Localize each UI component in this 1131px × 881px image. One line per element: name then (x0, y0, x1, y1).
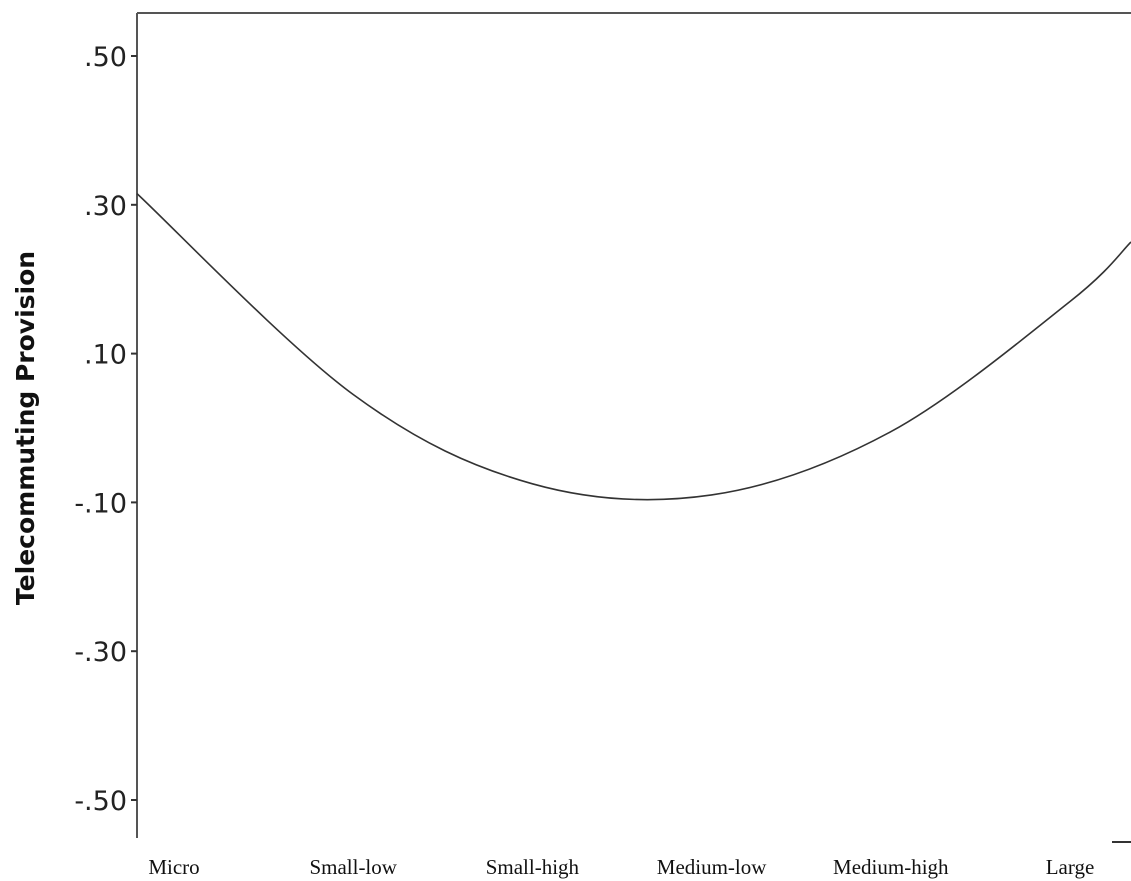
y-tick-label: -.50 (74, 786, 127, 817)
y-tick-label: -.30 (74, 637, 127, 668)
x-tick-label: Large (1046, 855, 1095, 879)
y-tick-label: -.10 (74, 488, 127, 519)
y-axis-label: Telecommuting Provision (11, 251, 40, 605)
y-tick-label: .30 (84, 191, 127, 222)
x-tick-label: Small-high (486, 855, 580, 879)
x-tick-label: Medium-high (833, 855, 949, 879)
plot-area (136, 12, 1131, 843)
x-axis-labels: Micro Small-low Small-high Medium-low Medium… (148, 855, 1094, 879)
series-line (136, 193, 1131, 501)
x-tick-label: Micro (148, 855, 199, 879)
y-axis-ticks: .50 .30 .10 -.10 -.30 -.50 (74, 42, 137, 817)
y-tick-label: .10 (84, 340, 127, 371)
x-tick-label: Small-low (309, 855, 397, 879)
y-tick-label: .50 (84, 42, 127, 73)
x-tick-label: Medium-low (657, 855, 767, 879)
